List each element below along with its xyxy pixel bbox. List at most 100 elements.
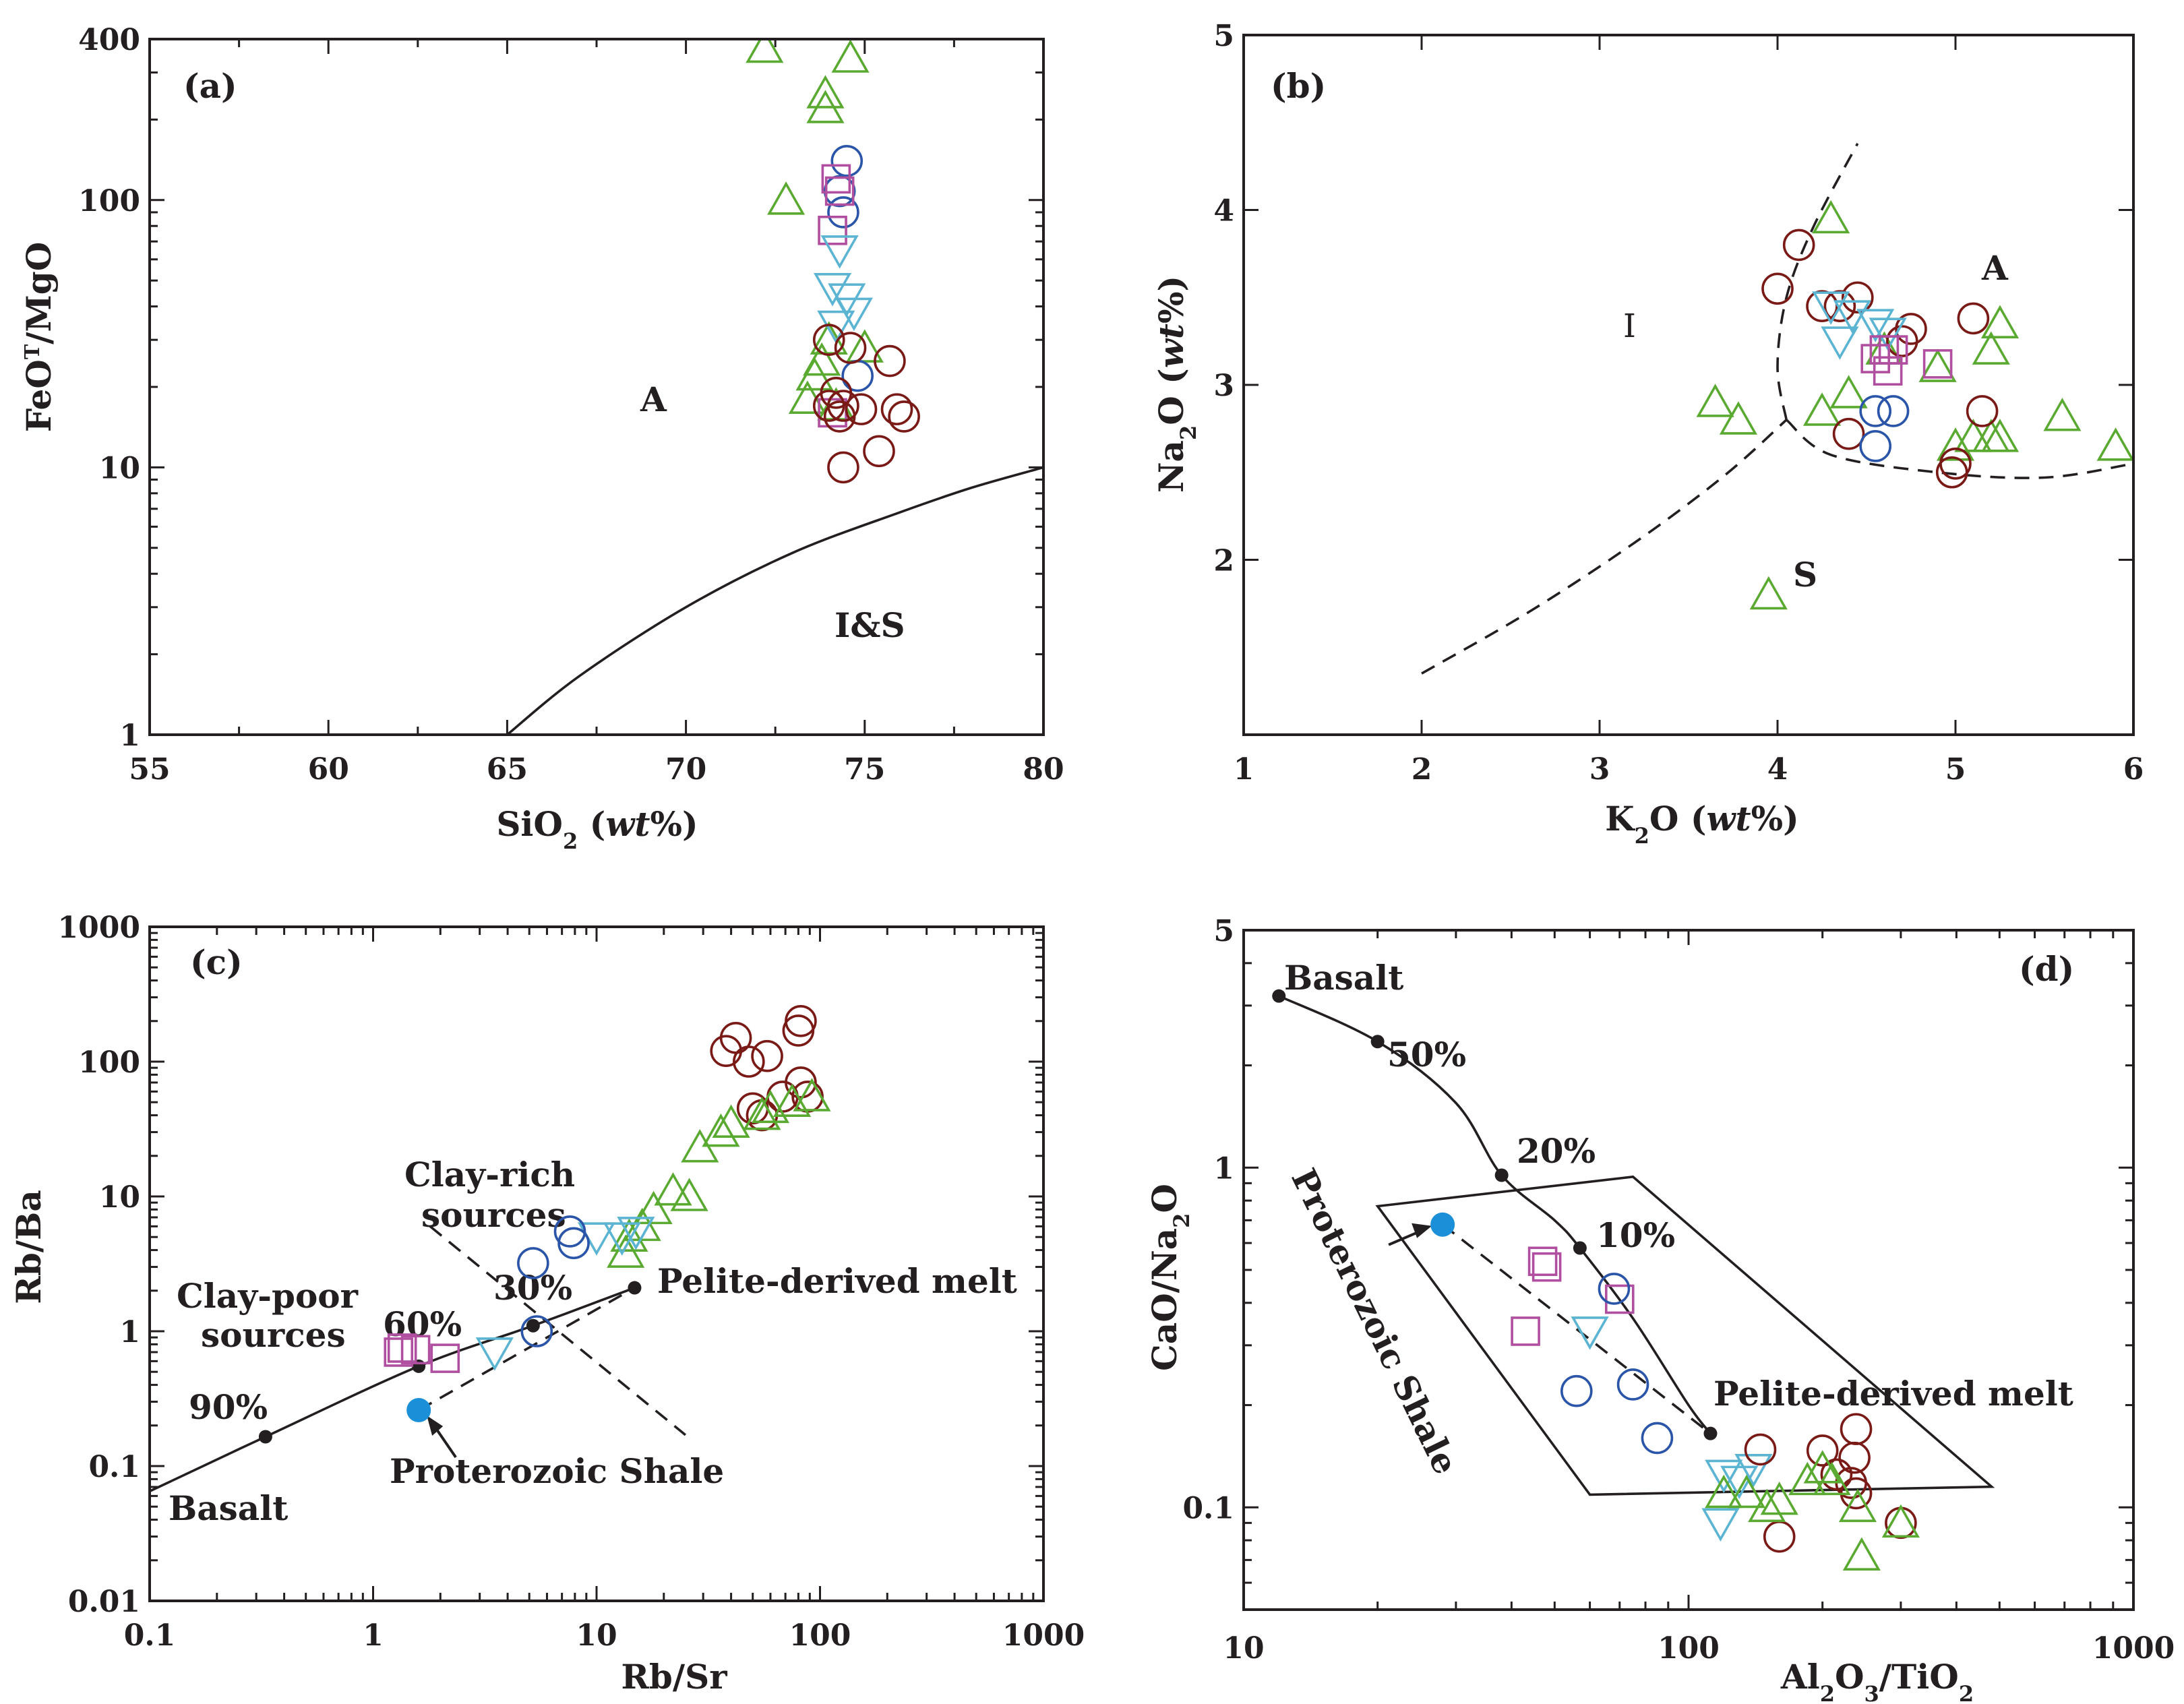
panel-c-point-triangle_green bbox=[751, 1089, 790, 1124]
panel-c-point-circle_blue bbox=[520, 1315, 553, 1347]
panel-d-ytick-label: 5 bbox=[1213, 914, 1234, 948]
panel-c-shale-point bbox=[406, 1398, 431, 1423]
annot-c-shale: Proterozoic Shale bbox=[390, 1451, 724, 1491]
panel-b-boundary-line-2 bbox=[1786, 419, 2133, 479]
panel-c-point-triangle_green bbox=[634, 1190, 673, 1225]
panel-c-point-triangle_green bbox=[743, 1096, 781, 1130]
panel-d-point-triangle_down_cyan bbox=[1705, 1459, 1743, 1494]
panel-b-point-circle_brown bbox=[1966, 395, 1999, 427]
panel-c-point-triangle_green bbox=[607, 1234, 645, 1268]
annot-d-50: 50% bbox=[1387, 1035, 1466, 1074]
panel-b-frame bbox=[1242, 34, 2135, 736]
panel-a-point-circle_brown bbox=[812, 324, 845, 356]
panel-c-point-triangle_green bbox=[712, 1104, 750, 1138]
annot-c-90: 90% bbox=[189, 1387, 268, 1427]
panel-b-series-triangle_down_cyan bbox=[1812, 291, 1907, 360]
panel-b-point-triangle_green bbox=[1719, 401, 1758, 435]
panel-b-ytick-label: 4 bbox=[1213, 194, 1234, 229]
annot-clay-rich-2: sources bbox=[421, 1195, 566, 1235]
panel-d-point-triangle_green bbox=[1838, 1488, 1877, 1523]
panel-a-label: (a) bbox=[183, 66, 237, 106]
panel-d-label: (d) bbox=[2019, 949, 2074, 989]
panel-d-point-triangle_down_cyan bbox=[1734, 1454, 1773, 1488]
panel-a-point-triangle_down_cyan bbox=[817, 310, 855, 344]
panel-c-divider-line bbox=[429, 1225, 687, 1436]
panel-a-point-triangle_green bbox=[746, 39, 784, 63]
panel-d-point-triangle_green bbox=[1881, 1504, 1920, 1538]
panel-d-point-circle_brown bbox=[1763, 1520, 1796, 1553]
panel-a: (a) A I&S FeOT/MgO SiO2 (wt%) 55 60 65 70 75… bbox=[19, 23, 1064, 854]
panel-a-point-circle_blue bbox=[827, 196, 859, 229]
panel-c-series-triangle_green bbox=[607, 1078, 831, 1268]
panel-c: (c) Clay-rich sources Clay-poor sources … bbox=[9, 911, 1085, 1697]
panel-b-point-triangle_green bbox=[2096, 427, 2133, 461]
panel-a-field-A: A bbox=[640, 379, 667, 419]
panel-c-ytick-label: 0.1 bbox=[88, 1450, 140, 1484]
panel-b-xtick-label: 3 bbox=[1589, 752, 1610, 787]
annot-clay-rich-1: Clay-rich bbox=[404, 1155, 575, 1194]
panel-c-shale-mixing-line bbox=[418, 1287, 636, 1411]
panel-d-point-triangle_green bbox=[1788, 1461, 1827, 1496]
panel-c-ylabel: Rb/Ba bbox=[9, 1190, 49, 1304]
panel-c-point-circle_brown bbox=[710, 1035, 742, 1067]
panel-c-ytick-label: 0.01 bbox=[68, 1585, 140, 1619]
panel-b-xtick-label: 5 bbox=[1945, 752, 1966, 787]
panel-c-point-triangle_down_cyan bbox=[475, 1337, 514, 1371]
panel-a-xtick-label: 70 bbox=[665, 752, 706, 787]
panel-d-point-square_magenta bbox=[1527, 1246, 1558, 1277]
panel-a-point-triangle_green bbox=[831, 39, 870, 73]
panel-a-ytick-label: 100 bbox=[78, 184, 140, 218]
panel-a-point-circle_brown bbox=[827, 451, 859, 484]
panel-b-xtick-label: 4 bbox=[1767, 752, 1788, 787]
panel-d-series-circle_blue bbox=[1560, 1273, 1674, 1455]
panel-d-point-circle_brown bbox=[1840, 1413, 1873, 1445]
panel-a-point-triangle_down_cyan bbox=[820, 235, 859, 269]
panel-d-frame bbox=[1242, 929, 2135, 1611]
panel-a-point-circle_brown bbox=[888, 400, 920, 433]
panel-b-field-S: S bbox=[1793, 555, 1817, 595]
panel-b-point-circle_blue bbox=[1877, 395, 1910, 427]
annot-d-10: 10% bbox=[1596, 1215, 1675, 1255]
panel-c-mixing-dot bbox=[258, 1430, 272, 1444]
panel-a-ytick-label: 400 bbox=[78, 23, 140, 57]
panel-b-field-I: I bbox=[1623, 307, 1636, 345]
panel-a-point-square_magenta bbox=[824, 176, 855, 206]
panel-a-xtick-label: 80 bbox=[1023, 752, 1064, 787]
panel-d-shale-field bbox=[1375, 1175, 1995, 1496]
annot-d-20: 20% bbox=[1517, 1131, 1596, 1171]
panel-b-point-triangle_green bbox=[1936, 427, 1975, 461]
panel-c-point-triangle_green bbox=[772, 1083, 812, 1118]
panel-a-point-circle_blue bbox=[823, 175, 856, 208]
panel-a-point-circle_blue bbox=[830, 145, 863, 177]
panel-a-point-square_magenta bbox=[821, 164, 851, 194]
panel-b-point-circle_brown bbox=[1957, 302, 1990, 335]
panel-b-point-circle_brown bbox=[1782, 229, 1815, 262]
panel-a-point-circle_brown bbox=[874, 344, 906, 377]
panel-b-point-triangle_green bbox=[1865, 331, 1904, 365]
panel-a-frame bbox=[148, 38, 1045, 736]
panel-c-point-triangle_green bbox=[654, 1172, 692, 1206]
panel-b-ytick-label: 5 bbox=[1213, 19, 1234, 53]
panel-b-point-triangle_down_cyan bbox=[1821, 326, 1859, 360]
panel-c-point-triangle_green bbox=[793, 1078, 831, 1112]
panel-d-point-circle_brown bbox=[1744, 1433, 1777, 1466]
panel-a-xtick-label: 55 bbox=[129, 752, 170, 787]
panel-c-xlabel: Rb/Sr bbox=[621, 1657, 727, 1697]
panel-b-point-circle_brown bbox=[1832, 417, 1865, 450]
panel-d-ytick-label: 1 bbox=[1213, 1151, 1234, 1186]
panel-d-series-square_magenta bbox=[1511, 1246, 1635, 1346]
panel-b-xtick-label: 6 bbox=[2123, 752, 2144, 787]
panel-b-point-triangle_green bbox=[1980, 305, 2020, 338]
panel-c-point-triangle_down_cyan bbox=[617, 1217, 655, 1250]
panel-c-point-circle_brown bbox=[782, 1014, 815, 1047]
panel-b-boundary-line-1 bbox=[1776, 143, 1859, 421]
panel-d-xtick-label: 10 bbox=[1223, 1631, 1264, 1666]
panel-d-ytick-label: 0.1 bbox=[1182, 1491, 1234, 1525]
panel-d-mixing-line bbox=[1278, 995, 1711, 1434]
panel-c-point-circle_brown bbox=[785, 1066, 817, 1099]
panel-a-point-triangle_green bbox=[806, 75, 845, 109]
panel-a-xlabel: SiO2 (wt%) bbox=[496, 804, 698, 854]
annot-c-30: 30% bbox=[493, 1268, 572, 1308]
panel-b-point-circle_brown bbox=[1895, 313, 1927, 345]
panel-c-point-square_magenta bbox=[384, 1337, 414, 1367]
